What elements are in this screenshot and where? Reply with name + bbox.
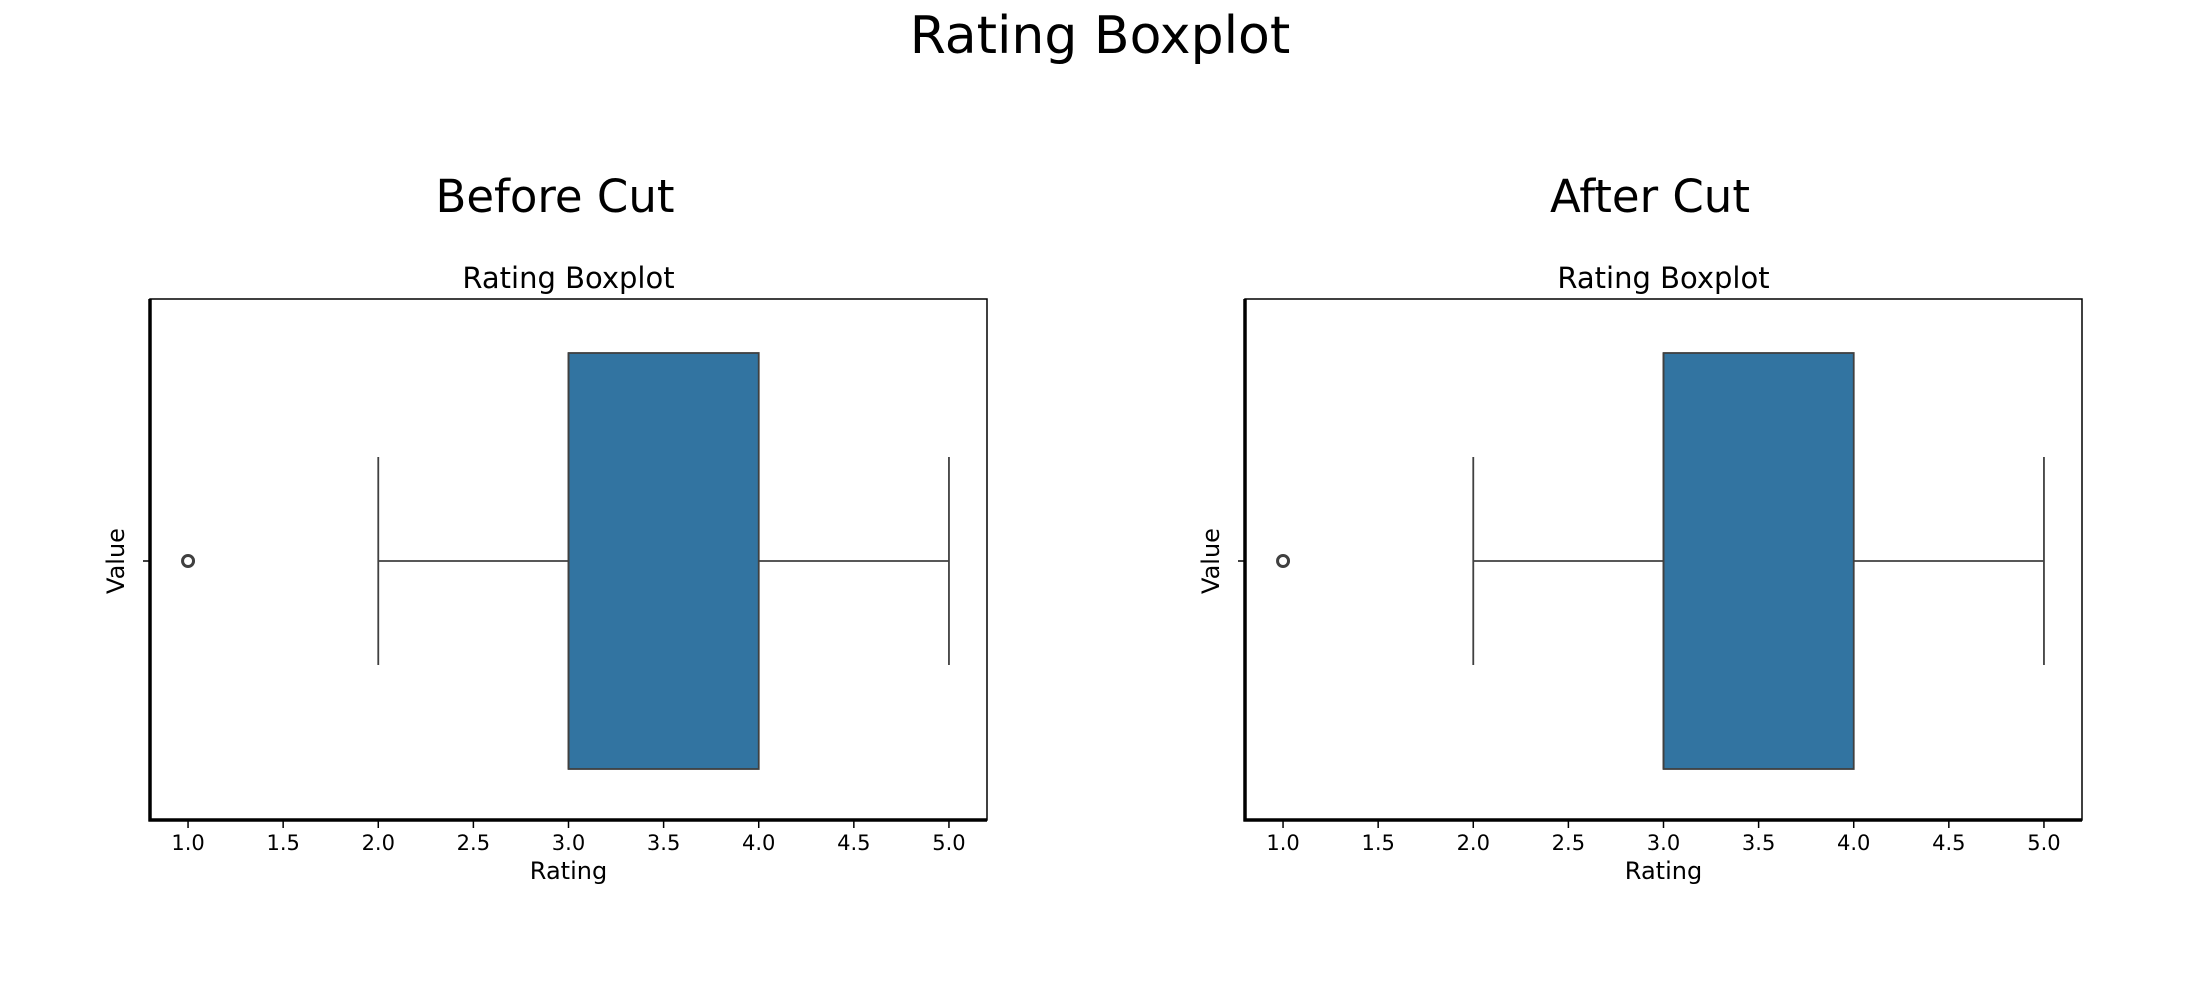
x-tick-label: 3.5: [1742, 831, 1775, 855]
figure-title: Rating Boxplot: [909, 6, 1291, 66]
boxplot-chart: Rating Boxplot 1.0 1.5 2.0 2.5 3.0 3.5 4.0 4.5 5.…: [102, 261, 988, 885]
x-tick-label: 4.0: [742, 831, 775, 855]
subplot-title: Rating Boxplot: [1557, 261, 1769, 295]
boxplot-chart: Rating Boxplot 1.0 1.5 2.0 2.5 3.0 3.5 4.0 4.5 5.…: [1197, 261, 2083, 885]
iqr-box: [567, 352, 760, 770]
x-tick-label: 2.0: [362, 831, 395, 855]
x-tick-label: 4.5: [837, 831, 870, 855]
iqr-box: [1662, 352, 1855, 770]
x-tick-label: 5.0: [2027, 831, 2060, 855]
x-axis-label: Rating: [1625, 857, 1702, 885]
x-tick-label: 1.5: [266, 831, 299, 855]
subplot-title: Rating Boxplot: [462, 261, 674, 295]
panel-title: Before Cut: [435, 170, 675, 223]
x-tick-label: 1.5: [1361, 831, 1394, 855]
x-tick-label: 3.5: [647, 831, 680, 855]
panel-after-cut: After Cut Rating Boxplot 1.0 1.5 2.0 2.5 3.0 3…: [1095, 0, 2195, 1000]
x-tick-label: 4.0: [1837, 831, 1870, 855]
outlier-point: [181, 554, 196, 568]
x-tick-label: 4.5: [1932, 831, 1965, 855]
x-tick-label: 2.5: [1552, 831, 1585, 855]
x-tick-label: 2.0: [1457, 831, 1490, 855]
x-tick-label: 1.0: [171, 831, 204, 855]
y-axis-label: Value: [1197, 528, 1225, 594]
x-tick-label: 3.0: [552, 831, 585, 855]
y-axis-label: Value: [102, 528, 130, 594]
panel-title: After Cut: [1550, 170, 1750, 223]
x-tick-label: 3.0: [1647, 831, 1680, 855]
x-tick-label: 1.0: [1266, 831, 1299, 855]
panel-before-cut: Before Cut Rating Boxplot 1.0 1.5 2.0 2.5 3.0…: [102, 170, 988, 885]
outlier-point: [1276, 554, 1291, 568]
x-tick-label: 2.5: [457, 831, 490, 855]
x-tick-label: 5.0: [932, 831, 965, 855]
x-axis-label: Rating: [530, 857, 607, 885]
